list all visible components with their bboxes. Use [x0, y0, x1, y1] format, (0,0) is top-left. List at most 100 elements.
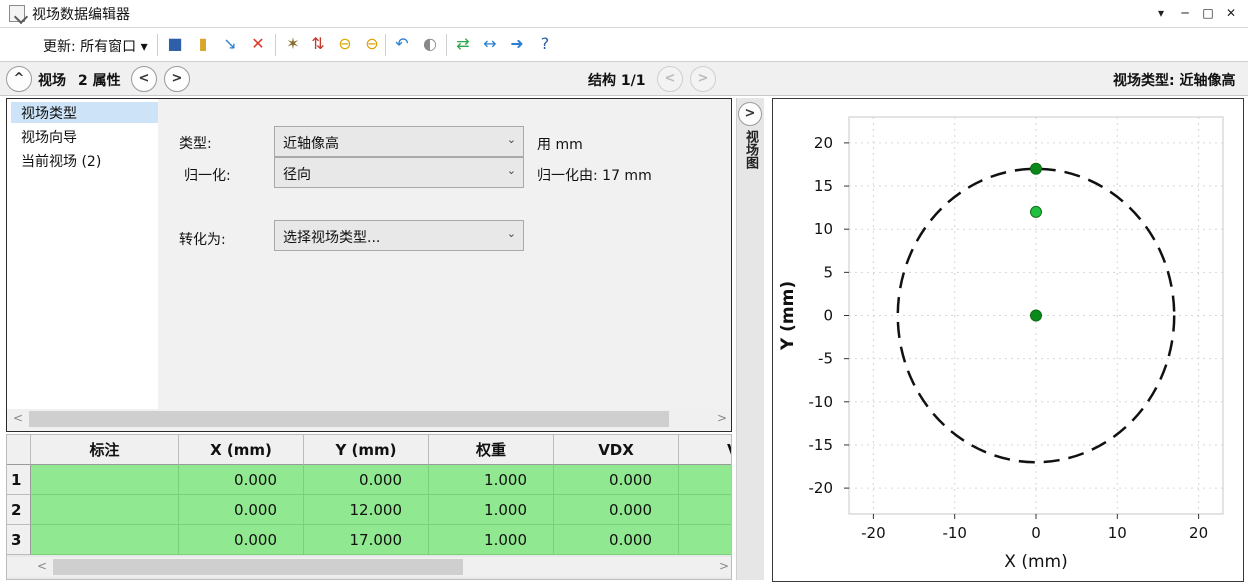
chevron-down-icon: ⌄ — [506, 227, 516, 240]
arrow-down-right-icon[interactable]: ↘ — [223, 34, 237, 53]
type-label: 类型: — [179, 136, 212, 152]
row-header[interactable]: 3 — [7, 525, 31, 555]
y-tick-label: 0 — [823, 307, 833, 325]
normalize-select[interactable]: 径向 ⌄ — [274, 157, 524, 188]
wand-icon[interactable]: ✶ — [286, 34, 300, 53]
circle-gold-icon[interactable]: ⊖ — [365, 34, 379, 53]
scroll-thumb[interactable] — [29, 411, 669, 427]
chevron-down-icon: ⌄ — [506, 164, 516, 177]
row-header[interactable]: 2 — [7, 495, 31, 525]
arrow-right-icon[interactable]: ➜ — [510, 34, 524, 53]
column-header[interactable]: X (mm) — [179, 435, 304, 465]
app-icon — [9, 5, 25, 22]
prev-chevron-left-icon[interactable]: < — [131, 66, 157, 92]
x-tick-label: -10 — [942, 524, 967, 542]
tree-item-field-wizard[interactable]: 视场向导 — [21, 130, 77, 146]
convert-select-value: 选择视场类型... — [283, 230, 381, 246]
delete-icon[interactable]: ✕ — [251, 34, 265, 53]
tree-item-field-type[interactable]: 视场类型 — [21, 106, 77, 122]
table-cell[interactable] — [31, 495, 179, 525]
header-strip: ^ 视场 2 属性 < > 结构 1/1 < > 视场类型: 近轴像高 — [0, 62, 1248, 96]
title-bar: 视场数据编辑器 ▾ ─ □ ✕ — [0, 0, 1248, 28]
scroll-left-icon[interactable]: < — [13, 411, 24, 425]
table-cell[interactable]: 0.000 — [554, 525, 679, 555]
update-dropdown[interactable]: 更新: 所有窗口 ▾ — [43, 39, 148, 55]
column-header[interactable]: 权重 — [429, 435, 554, 465]
y-tick-label: -10 — [809, 393, 834, 411]
table-cell[interactable]: 0.000 — [179, 465, 304, 495]
close-button[interactable]: ✕ — [1225, 6, 1237, 20]
minimize-button[interactable]: ─ — [1181, 6, 1189, 20]
chevron-down-icon: ⌄ — [506, 133, 516, 146]
field-plot-side-tab[interactable]: > 视场图 — [736, 98, 764, 580]
scroll-right-icon[interactable]: > — [717, 411, 728, 425]
table-cell[interactable] — [31, 525, 179, 555]
table-cell[interactable]: 0.000 — [179, 525, 304, 555]
menu-dropdown-button[interactable]: ▾ — [1157, 6, 1165, 20]
table-cell[interactable]: 1.000 — [429, 465, 554, 495]
column-header[interactable]: 标注 — [31, 435, 179, 465]
table-cell[interactable]: 0.000 — [554, 495, 679, 525]
fields-table: 标注 X (mm) Y (mm) 权重 VDX V 1 0.000 0.000 … — [6, 434, 732, 580]
field-point — [1030, 309, 1042, 322]
max-field-circle — [896, 167, 1176, 464]
field-type-label: 视场类型: 近轴像高 — [1113, 73, 1236, 89]
y-tick-label: -5 — [818, 350, 833, 368]
scroll-right-icon[interactable]: > — [719, 559, 730, 573]
compress-arrows-icon[interactable]: ↔ — [483, 34, 497, 53]
toolbar-separator — [275, 34, 276, 56]
expand-chevron-right-icon[interactable]: > — [738, 102, 762, 126]
structure-next-chevron-icon[interactable]: > — [690, 66, 716, 92]
column-header[interactable]: VDX — [554, 435, 679, 465]
undo-arrow-icon[interactable]: ↶ — [395, 34, 409, 53]
table-cell[interactable]: 0.000 — [179, 495, 304, 525]
type-select-value: 近轴像高 — [283, 136, 339, 152]
tree-item-current-fields[interactable]: 当前视场 (2) — [21, 154, 102, 170]
table-cell[interactable]: 12.000 — [304, 495, 429, 525]
next-chevron-right-icon[interactable]: > — [164, 66, 190, 92]
column-header[interactable]: Y (mm) — [304, 435, 429, 465]
swap-arrows-icon[interactable]: ⇄ — [456, 34, 470, 53]
table-cell[interactable]: 0.000 — [304, 465, 429, 495]
toggle-icon[interactable]: ◐ — [423, 34, 437, 53]
field-plot-panel: -20 -10 0 10 20 20 15 10 5 0 -5 -10 -15 -20 X (mm) Y (m… — [772, 98, 1244, 582]
sort-numeric-icon[interactable]: ⇅ — [311, 34, 325, 53]
row-header[interactable]: 1 — [7, 465, 31, 495]
table-corner[interactable] — [7, 435, 31, 465]
props-count-label: 2 属性 — [78, 73, 121, 89]
structure-prev-chevron-icon[interactable]: < — [657, 66, 683, 92]
section-label: 视场 — [38, 73, 66, 89]
help-icon[interactable]: ? — [540, 34, 550, 53]
props-horizontal-scrollbar[interactable]: < > — [7, 409, 731, 429]
y-tick-label: 20 — [814, 134, 833, 152]
normalize-label: 归一化: — [184, 168, 231, 184]
field-point — [1030, 162, 1042, 175]
maximize-button[interactable]: □ — [1202, 6, 1214, 20]
table-cell[interactable] — [679, 525, 731, 555]
table-horizontal-scrollbar[interactable]: < > — [7, 557, 731, 577]
unit-label: 用 mm — [537, 137, 583, 153]
table-cell[interactable] — [679, 495, 731, 525]
table-cell[interactable]: 17.000 — [304, 525, 429, 555]
convert-select[interactable]: 选择视场类型... ⌄ — [274, 220, 524, 251]
type-select[interactable]: 近轴像高 ⌄ — [274, 126, 524, 157]
tree-selection-highlight — [11, 102, 158, 123]
table-cell[interactable]: 1.000 — [429, 525, 554, 555]
y-tick-label: 5 — [823, 263, 833, 281]
y-tick-label: 10 — [814, 220, 833, 238]
scroll-thumb[interactable] — [53, 559, 463, 575]
side-tab-label: 视场图 — [743, 130, 758, 169]
table-cell[interactable] — [679, 465, 731, 495]
x-tick-label: 0 — [1031, 524, 1041, 542]
table-cell[interactable] — [31, 465, 179, 495]
save-icon[interactable]: ■ — [167, 34, 183, 53]
collapse-chevron-up-icon[interactable]: ^ — [6, 66, 32, 92]
column-header[interactable]: V — [679, 435, 731, 465]
y-axis-label: Y (mm) — [778, 281, 798, 351]
table-cell[interactable]: 1.000 — [429, 495, 554, 525]
table-cell[interactable]: 0.000 — [554, 465, 679, 495]
window-title: 视场数据编辑器 — [32, 7, 130, 23]
scroll-left-icon[interactable]: < — [37, 559, 48, 573]
open-book-icon[interactable]: ▮ — [198, 34, 208, 53]
circle-yellow-icon[interactable]: ⊖ — [338, 34, 352, 53]
